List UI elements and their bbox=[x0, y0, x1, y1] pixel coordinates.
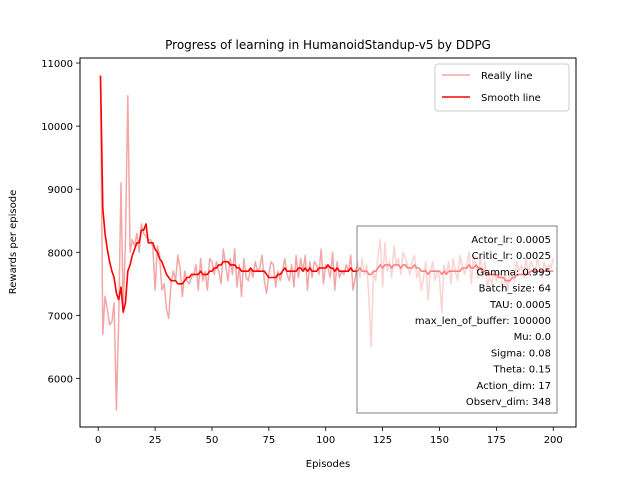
hyperparameter-line: Batch_size: 64 bbox=[479, 284, 551, 295]
x-tick-label: 125 bbox=[373, 435, 392, 446]
y-tick-label: 8000 bbox=[48, 248, 73, 259]
hyperparameter-line: Gamma: 0.995 bbox=[476, 267, 551, 278]
y-tick-label: 10000 bbox=[41, 122, 73, 133]
hyperparameter-line: Observ_dim: 348 bbox=[466, 397, 551, 408]
legend: Really line Smooth line bbox=[434, 63, 570, 112]
hyperparameter-line: Actor_lr: 0.0005 bbox=[471, 235, 551, 246]
x-axis: 0 25 50 75 100 125 150 175 200 bbox=[95, 427, 563, 446]
axes-frame bbox=[79, 57, 577, 428]
y-tick-label: 11000 bbox=[41, 59, 73, 70]
hyperparameter-line: Sigma: 0.08 bbox=[491, 348, 551, 359]
hyperparameter-line: Critic_lr: 0.0025 bbox=[472, 251, 551, 262]
hyperparameter-line: TAU: 0.0005 bbox=[489, 300, 551, 311]
x-tick-label: 100 bbox=[316, 435, 335, 446]
hyperparameter-line: max_len_of_buffer: 100000 bbox=[415, 316, 551, 327]
y-tick-label: 7000 bbox=[48, 311, 73, 322]
chart-title: Progress of learning in HumanoidStandup-… bbox=[165, 38, 491, 52]
x-tick-label: 75 bbox=[262, 435, 275, 446]
y-tick-label: 9000 bbox=[48, 185, 73, 196]
hyperparameter-line: Theta: 0.15 bbox=[493, 365, 551, 376]
hyperparameter-lines: Actor_lr: 0.0005 Critic_lr: 0.0025 Gamma: … bbox=[415, 235, 551, 408]
legend-label-smooth-line: Smooth line bbox=[481, 93, 541, 104]
legend-label-really-line: Really line bbox=[481, 71, 532, 82]
y-tick-label: 6000 bbox=[48, 374, 73, 385]
x-tick-label: 175 bbox=[487, 435, 506, 446]
hyperparameter-box-frame bbox=[356, 225, 558, 414]
x-tick-label: 200 bbox=[544, 435, 563, 446]
hyperparameter-line: Action_dim: 17 bbox=[477, 381, 551, 392]
hyperparameter-box: Actor_lr: 0.0005 Critic_lr: 0.0025 Gamma: … bbox=[356, 225, 558, 414]
y-axis-label: Rewards per episode bbox=[8, 190, 19, 295]
y-axis: 6000 7000 8000 9000 10000 11000 bbox=[41, 59, 80, 385]
hyperparameter-line: Mu: 0.0 bbox=[514, 332, 551, 343]
x-tick-label: 150 bbox=[430, 435, 449, 446]
x-axis-label: Episodes bbox=[306, 459, 350, 470]
x-tick-label: 25 bbox=[149, 435, 162, 446]
x-tick-label: 0 bbox=[95, 435, 101, 446]
x-tick-label: 50 bbox=[206, 435, 219, 446]
